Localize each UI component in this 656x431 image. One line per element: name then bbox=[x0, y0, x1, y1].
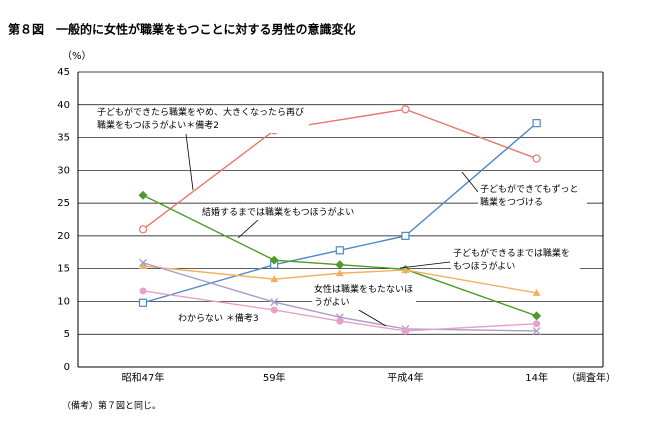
line-segment bbox=[142, 290, 275, 311]
y-tick-label: 10 bbox=[57, 296, 70, 307]
line-segment bbox=[339, 235, 406, 251]
point bbox=[532, 288, 541, 296]
line-segment bbox=[339, 269, 406, 274]
line-segment bbox=[404, 122, 538, 237]
point bbox=[139, 258, 147, 267]
x-tick-label: 昭和47年 bbox=[122, 371, 165, 384]
point bbox=[335, 246, 344, 255]
point bbox=[138, 298, 148, 307]
line-segment bbox=[274, 249, 340, 266]
point bbox=[533, 320, 541, 328]
point bbox=[138, 190, 148, 200]
line-segment bbox=[142, 262, 275, 303]
y-tick-label: 15 bbox=[57, 264, 70, 275]
point bbox=[269, 255, 279, 265]
line-segment bbox=[274, 272, 340, 280]
y-tick-label: 0 bbox=[64, 362, 70, 373]
line-segment bbox=[339, 320, 406, 332]
point bbox=[138, 225, 148, 234]
y-axis-label: （%） bbox=[62, 50, 92, 62]
x-tick-label: 14年 bbox=[525, 371, 548, 384]
line-segment bbox=[274, 309, 340, 322]
point bbox=[335, 269, 344, 277]
point bbox=[139, 287, 147, 295]
x-tick-label: 59年 bbox=[263, 371, 286, 384]
point bbox=[270, 298, 279, 307]
line-segment bbox=[142, 129, 275, 230]
y-tick-label: 30 bbox=[57, 165, 70, 176]
line-segment bbox=[405, 108, 537, 160]
series-label: 結婚するまでは職業をもつほうがよい bbox=[200, 207, 374, 220]
line-segment bbox=[339, 316, 406, 330]
point bbox=[532, 326, 541, 335]
point bbox=[532, 154, 541, 163]
point bbox=[270, 306, 278, 314]
point bbox=[335, 260, 345, 270]
x-axis-label: （調査年） bbox=[566, 371, 616, 384]
y-tick-label: 25 bbox=[57, 198, 70, 209]
series-label: 子どもができたら職業をやめ、大きくなったら再び職業をもつほうがよい＊備考2 bbox=[95, 107, 309, 133]
y-tick-label: 5 bbox=[64, 329, 70, 340]
point bbox=[401, 105, 410, 114]
y-tick-label: 20 bbox=[57, 231, 70, 242]
series-label: 女性は職業をもたないほうがよい bbox=[312, 284, 416, 310]
point bbox=[401, 265, 410, 273]
point bbox=[401, 327, 409, 335]
line-segment bbox=[405, 323, 537, 332]
point bbox=[270, 275, 279, 283]
chart-title: 第８図 一般的に女性が職業をもつことに対する男性の意識変化 bbox=[8, 22, 356, 37]
series-label: 子どもができるまでは職業をもつほうがよい bbox=[451, 248, 580, 274]
point bbox=[139, 262, 147, 270]
point bbox=[532, 119, 541, 128]
y-tick-label: 40 bbox=[57, 100, 70, 111]
line-segment bbox=[339, 264, 406, 271]
line-segment bbox=[142, 194, 275, 261]
note: （備考）第７図と同じ。 bbox=[62, 400, 161, 412]
line-segment bbox=[274, 301, 340, 318]
point bbox=[336, 317, 344, 325]
line-segment bbox=[142, 265, 275, 280]
line-segment bbox=[142, 264, 275, 304]
line-segment bbox=[274, 259, 340, 266]
series-label: 子どもができてもずっと職業をつづける bbox=[478, 184, 587, 210]
line-segment bbox=[405, 268, 537, 317]
point bbox=[532, 311, 542, 321]
x-tick-label: 平成4年 bbox=[387, 371, 423, 384]
series-label: わからない ＊備考3 bbox=[176, 313, 270, 326]
line-segment bbox=[405, 269, 537, 294]
y-tick-label: 45 bbox=[57, 67, 70, 78]
point bbox=[401, 231, 410, 240]
y-tick-label: 35 bbox=[57, 133, 70, 144]
